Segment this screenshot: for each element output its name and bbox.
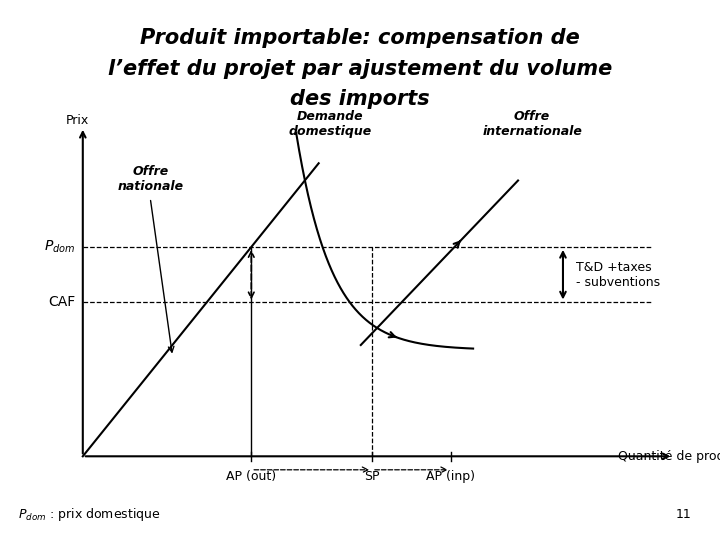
- Point: [397, 336, 406, 342]
- Point: [292, 133, 301, 140]
- Text: 11: 11: [675, 508, 691, 521]
- Point: [400, 336, 409, 343]
- Text: SP: SP: [364, 470, 379, 483]
- Text: AP (inp): AP (inp): [426, 470, 475, 483]
- Text: des imports: des imports: [290, 89, 430, 110]
- Text: Produit importable: compensation de: Produit importable: compensation de: [140, 28, 580, 48]
- Point: [452, 345, 461, 351]
- Text: T&D +taxes
- subventions: T&D +taxes - subventions: [576, 261, 660, 289]
- Text: AP (out): AP (out): [226, 470, 276, 483]
- Point: [469, 346, 477, 352]
- Text: CAF: CAF: [48, 295, 76, 309]
- Text: Quantité de produit: Quantité de produit: [618, 450, 720, 463]
- Text: Demande
domestique: Demande domestique: [288, 110, 372, 138]
- Text: Offre
internationale: Offre internationale: [482, 110, 582, 138]
- Text: Prix: Prix: [66, 114, 89, 127]
- Text: Offre
nationale: Offre nationale: [117, 165, 184, 193]
- Point: [292, 130, 300, 136]
- Text: $P_{dom}$ : prix domestique: $P_{dom}$ : prix domestique: [18, 505, 161, 523]
- Line: 300 pts: 300 pts: [296, 133, 473, 349]
- Point: [397, 335, 405, 342]
- Point: [441, 343, 449, 350]
- Text: l’effet du projet par ajustement du volume: l’effet du projet par ajustement du volu…: [108, 58, 612, 79]
- Text: $P_{dom}$: $P_{dom}$: [45, 239, 76, 255]
